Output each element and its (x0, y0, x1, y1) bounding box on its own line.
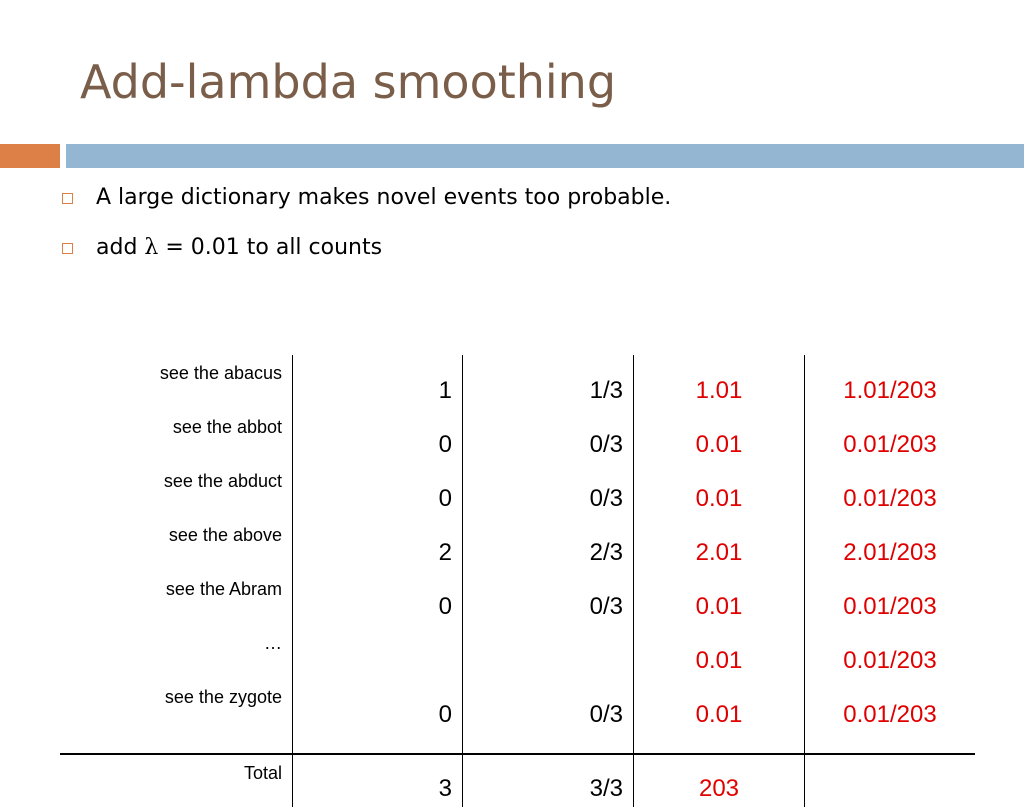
table-spacer (60, 733, 975, 754)
probability-cell: 1/3 (462, 355, 634, 409)
smoothed-probability-cell: 0.01/203 (843, 485, 937, 512)
probability-cell (462, 625, 634, 679)
count-cell (292, 625, 463, 679)
square-bullet-icon (62, 192, 73, 204)
probability-cell: 0/3 (462, 679, 634, 733)
count-cell: 0 (292, 409, 463, 463)
spacer-cell (805, 733, 976, 754)
smoothed-count-cell: 0.01 (633, 679, 805, 733)
smoothed-count-cell: 2.01 (633, 517, 805, 571)
spacer-cell (462, 733, 634, 754)
square-bullet-icon (62, 242, 73, 254)
bullet-text: A large dictionary makes novel events to… (96, 184, 672, 210)
count-cell: 0 (292, 571, 463, 625)
row-label: see the abduct (60, 463, 293, 517)
smoothed-count-cell: 0.01 (633, 571, 805, 625)
row-label: see the above (60, 517, 293, 571)
count-cell: 0 (292, 463, 463, 517)
probability-cell: 0/3 (462, 571, 634, 625)
table-row: see the zygote 0 0/3 0.01 0.01/203 (60, 679, 975, 733)
bullet-suffix: = 0.01 to all counts (158, 234, 383, 260)
count-cell: 1 (292, 355, 463, 409)
smoothed-count-cell: 203 (633, 753, 805, 807)
count-cell: 3 (292, 753, 463, 807)
smoothed-probability-cell: 0.01/203 (843, 593, 937, 620)
probability-cell: 2/3 (462, 517, 634, 571)
table-row: see the Abram 0 0/3 0.01 0.01/203 (60, 571, 975, 625)
accent-bar-blue (66, 144, 1024, 168)
smoothed-probability-cell: 1.01/203 (843, 377, 937, 404)
count-cell: 0 (292, 679, 463, 733)
smoothed-count-cell: 0.01 (633, 625, 805, 679)
smoothed-count-cell: 1.01 (633, 355, 805, 409)
smoothed-probability-cell (804, 753, 975, 807)
bullet-text: add λ = 0.01 to all counts (96, 235, 382, 260)
bullet-prefix: add (96, 234, 145, 260)
table-row: see the abacus 1 1/3 1.01 1.01/203 (60, 355, 975, 409)
smoothed-probability-cell: 0.01/203 (843, 431, 937, 458)
table-row: … 0.01 0.01/203 (60, 625, 975, 679)
spacer-cell (633, 733, 805, 754)
probability-cell: 0/3 (462, 409, 634, 463)
accent-bar-orange (0, 144, 60, 168)
table-row: see the above 2 2/3 2.01 2.01/203 (60, 517, 975, 571)
count-cell: 2 (292, 517, 463, 571)
smoothed-count-cell: 0.01 (633, 409, 805, 463)
row-label: … (60, 625, 293, 679)
row-label: see the abacus (60, 355, 293, 409)
smoothed-count-cell: 0.01 (633, 463, 805, 517)
row-label: see the zygote (60, 679, 293, 733)
spacer-cell (292, 733, 463, 754)
probability-cell: 0/3 (462, 463, 634, 517)
row-label: Total (60, 753, 293, 807)
total-row: Total 3 3/3 203 (60, 753, 975, 807)
bullet-list: A large dictionary makes novel events to… (62, 172, 671, 272)
slide-title: Add-lambda smoothing (80, 55, 617, 109)
smoothed-probability-cell: 2.01/203 (843, 539, 937, 566)
row-label: see the Abram (60, 571, 293, 625)
lambda-symbol: λ (144, 234, 159, 260)
probability-cell: 3/3 (462, 753, 634, 807)
bullet-item: add λ = 0.01 to all counts (62, 222, 671, 272)
table-row: see the abbot 0 0/3 0.01 0.01/203 (60, 409, 975, 463)
row-label: see the abbot (60, 409, 293, 463)
bullet-item: A large dictionary makes novel events to… (62, 172, 671, 222)
table-row: see the abduct 0 0/3 0.01 0.01/203 (60, 463, 975, 517)
spacer-cell (60, 733, 293, 754)
smoothed-probability-cell: 0.01/203 (843, 701, 937, 728)
counts-table: see the abacus 1 1/3 1.01 1.01/203 see the ab… (60, 355, 975, 807)
smoothed-probability-cell: 0.01/203 (843, 647, 937, 674)
